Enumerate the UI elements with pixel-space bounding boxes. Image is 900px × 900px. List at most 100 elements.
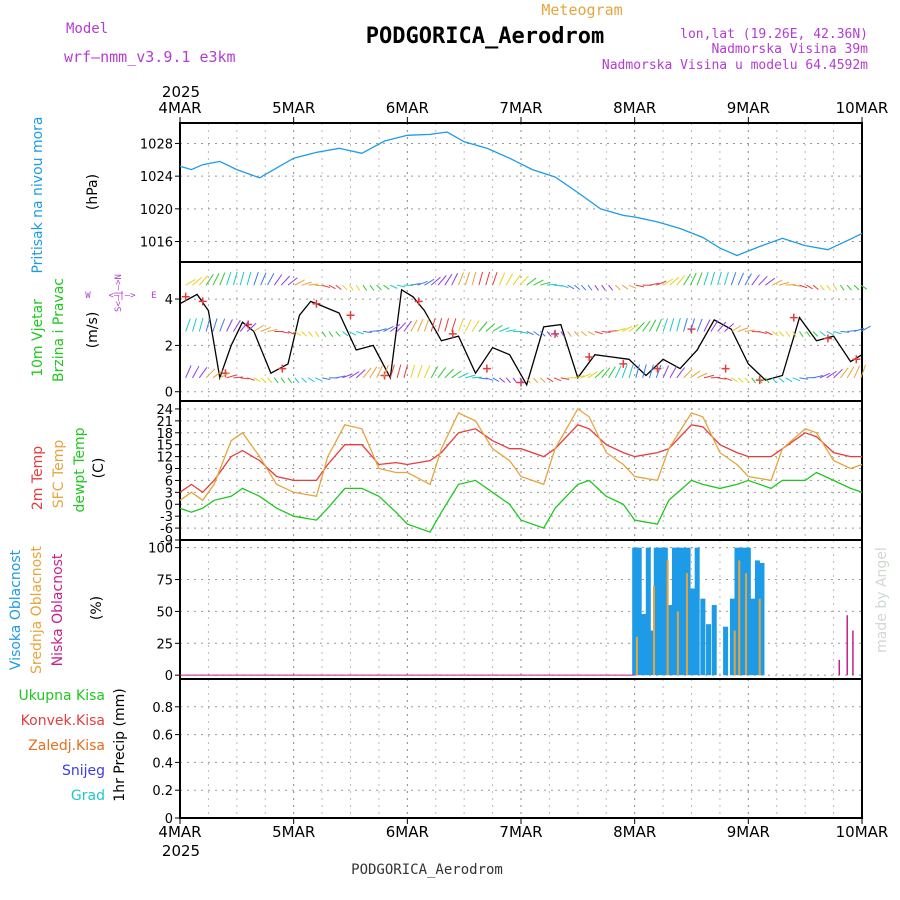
wind-barb [512,274,522,286]
wind-barb [389,364,395,378]
gust-marker [585,352,594,361]
wind-barb [335,375,346,379]
y-tick-label: 9 [165,463,173,478]
wind-barb [192,276,203,286]
wind-barb [287,331,296,335]
wind-barb [232,271,238,286]
elevation: Nadmorska Visina 39m [711,42,868,57]
cloud-bar [759,562,765,676]
wind-barb [472,376,482,379]
y-tick-label: 1016 [140,236,173,251]
wind-barb [369,284,375,291]
wind-barb [444,368,454,379]
wind-barb [458,318,464,332]
x-tick-label-top: 5MAR [272,99,315,117]
y-tick-label: 0 [165,812,173,827]
wind-barb [382,364,389,379]
precip-snow-label: Snijeg [62,763,105,779]
wind-barb [751,274,760,286]
wind-barb [219,272,226,286]
y-tick-label: 15 [156,439,173,454]
x-tick-label-bottom: 5MAR [272,823,315,841]
precip-unit: 1hr Precip (mm) [112,688,128,801]
cloud-bar [681,547,687,676]
wind-barb [799,331,804,338]
wind-barb [806,284,813,290]
wind-barb [314,331,320,338]
cloud-bar [754,560,760,676]
wind-barb [696,272,703,286]
y-tick-label: 6 [165,474,173,489]
wind-barb [376,328,387,332]
wind-barb [628,284,637,289]
wind-barb [840,367,849,379]
wind-barb [826,370,837,379]
wind-barb [451,370,462,379]
wind-barb [464,271,470,286]
cloud-bar [635,636,638,676]
wind-barb [301,331,307,337]
wind-barb [765,277,776,286]
wind-barb [840,331,850,333]
wind-barb [430,318,436,332]
gust-marker [823,334,832,343]
wind-barb [512,377,518,384]
wind-barb [423,365,431,379]
wind-barb [737,377,744,383]
wind-barb [205,273,214,286]
y-tick-label: 0 [165,498,173,513]
gust-marker [789,313,798,322]
wind-barb [853,365,861,379]
series-line-0 [179,424,862,494]
wind-barb [723,271,729,286]
wind-barb [281,331,290,334]
wind-barb [819,372,831,379]
wind-barb [553,331,559,338]
x-tick-label-bottom: 4MAR [158,823,201,841]
wind-barb [280,377,286,384]
wind-barb [417,318,424,332]
wind-barb [526,377,531,384]
year-bottom: 2025 [162,842,200,860]
cloud-low-label: Niska Oblacnost [50,553,66,666]
wind-barb [444,318,450,332]
wind-barb [471,271,477,286]
wind-barb [574,375,585,379]
wind-barb [396,322,407,332]
wind-barb [655,318,663,332]
wind-barb [621,284,629,290]
wind-barb [669,276,680,286]
wind-barb [185,318,191,332]
y-tick-label: 50 [156,605,173,620]
wind-barb [567,284,575,290]
wind-barb [308,283,319,286]
panel-frame [179,122,863,263]
wind-barb [710,376,721,379]
wind-barb [689,318,696,332]
wind-barb [410,282,421,286]
temp-unit: (C) [91,458,107,479]
wind-barb [696,372,708,379]
cloud-bar [700,598,706,676]
wind-barb [635,322,645,332]
wind-barb [383,326,394,332]
panel-0: 1016 1020 1024 1028 [140,122,863,263]
cloud-bar [852,630,854,676]
cloud-bar [750,598,756,676]
cloud-bar [641,613,647,676]
wind-barb [771,331,779,337]
year-top: 2025 [162,83,200,101]
series-line-0 [179,288,863,387]
wind-barb [430,276,441,286]
wind-barb [846,284,852,291]
wind-barb [348,284,354,291]
wind-barb [519,331,529,334]
wind-barb [731,377,738,383]
y-tick-label: 24 [156,403,173,418]
wind-barb [580,331,588,337]
wind-barb [594,331,603,335]
y-tick-label: 0 [165,669,173,684]
cloud-bar [632,547,638,676]
wind-barb [833,368,843,379]
wind-barb [539,377,546,383]
